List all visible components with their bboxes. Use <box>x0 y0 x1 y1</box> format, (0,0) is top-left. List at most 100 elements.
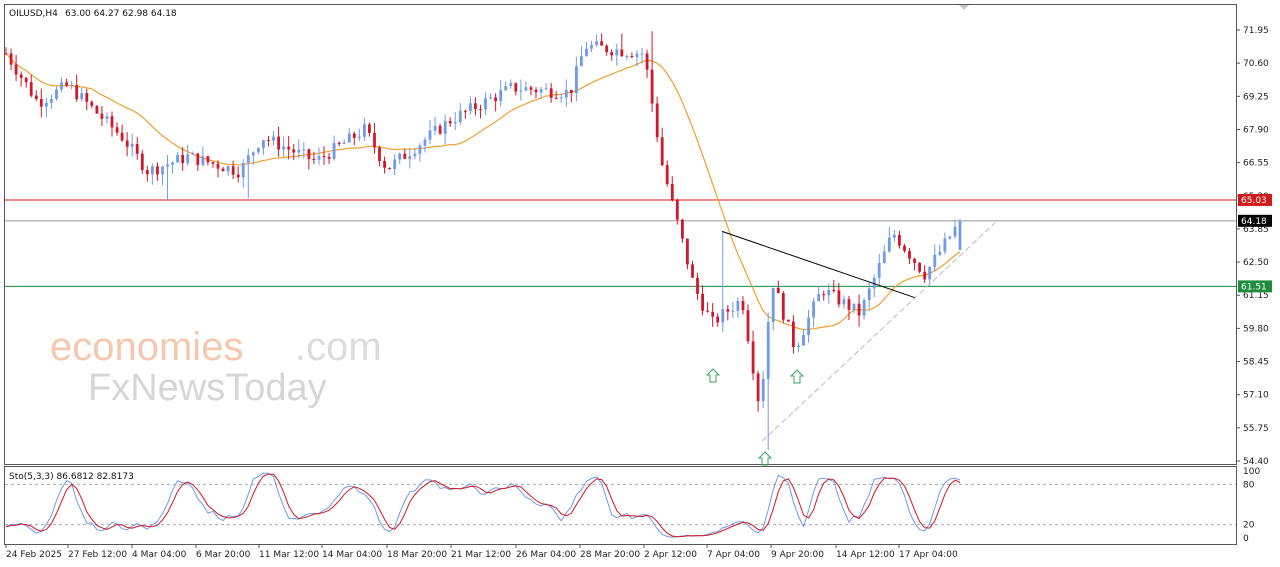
candle <box>736 297 740 318</box>
candle <box>267 135 270 147</box>
main-chart-frame[interactable] <box>4 4 1237 465</box>
candle <box>857 294 861 327</box>
candle <box>297 139 301 159</box>
candle <box>474 97 477 116</box>
candle-body <box>428 130 432 140</box>
candle <box>898 230 901 249</box>
candle <box>292 144 296 161</box>
candle-body <box>726 309 730 312</box>
candle-body <box>135 144 139 154</box>
candle <box>943 232 947 255</box>
candle <box>368 122 371 137</box>
candle-body <box>898 234 901 246</box>
candle-body <box>453 122 457 124</box>
price-tick-label: 66.55 <box>1243 159 1269 169</box>
candle <box>327 152 331 165</box>
candle-body <box>448 121 452 124</box>
candle-body <box>65 82 68 86</box>
candle <box>771 287 775 331</box>
candle <box>832 280 836 293</box>
candle-body <box>635 53 639 57</box>
candle-body <box>166 164 169 167</box>
candle-body <box>322 156 326 158</box>
candle-body <box>564 90 568 98</box>
candle-body <box>4 53 8 55</box>
candle-body <box>766 322 770 379</box>
candle <box>458 103 462 126</box>
candle-body <box>711 311 715 317</box>
candle <box>418 143 422 162</box>
candle <box>95 104 99 115</box>
candle-body <box>201 156 205 165</box>
candle-body <box>206 156 210 163</box>
stochastic-frame[interactable] <box>4 466 1237 545</box>
candle-body <box>660 137 664 166</box>
candle-body <box>514 83 518 92</box>
candle <box>615 43 619 66</box>
candle <box>625 54 629 60</box>
stochastic-signal-line <box>5 473 961 538</box>
candle <box>246 148 250 199</box>
candle-body <box>115 127 119 133</box>
price-tick-label: 69.25 <box>1243 92 1269 102</box>
swing-low-arrow-icon <box>705 368 721 383</box>
candle-body <box>282 146 285 150</box>
candle-body <box>630 56 634 58</box>
time-tick-label: 11 Mar 12:00 <box>259 550 319 560</box>
candle <box>206 155 210 166</box>
candle-body <box>383 161 386 168</box>
stochastic-tick-label: 80 <box>1243 480 1255 490</box>
candle <box>398 152 402 165</box>
candle-body <box>337 143 341 144</box>
candle <box>282 136 285 157</box>
price-tick-label: 57.10 <box>1243 391 1269 401</box>
candle-body <box>145 170 149 175</box>
candle <box>39 88 43 118</box>
candle-body <box>792 321 795 347</box>
candle-body <box>474 103 477 110</box>
candle <box>332 135 336 161</box>
candle-body <box>29 82 33 96</box>
time-tick-label: 2 Apr 12:00 <box>644 550 697 560</box>
chart-shift-marker[interactable] <box>959 5 969 10</box>
candle <box>751 330 755 381</box>
candle-body <box>161 166 164 175</box>
resistance-badge-text: 65.03 <box>1241 196 1267 206</box>
candle <box>226 165 230 176</box>
candle-body <box>812 301 815 318</box>
candle-body <box>55 89 58 99</box>
candle-body <box>257 148 260 153</box>
candle-body <box>529 87 533 90</box>
candle-body <box>670 184 674 200</box>
time-tick-label: 7 Apr 04:00 <box>707 550 760 560</box>
candle <box>145 165 149 182</box>
candle-body <box>600 41 603 46</box>
candle-body <box>156 166 159 175</box>
candle <box>55 86 58 101</box>
candle <box>181 147 185 171</box>
candle-body <box>60 82 63 90</box>
candle-body <box>837 290 841 305</box>
candle <box>75 74 79 102</box>
candle <box>105 112 109 124</box>
candle-body <box>50 99 53 103</box>
candle <box>115 122 119 136</box>
price-tick-label: 54.40 <box>1243 457 1269 467</box>
candle <box>660 127 664 167</box>
candle <box>822 290 826 301</box>
candle-body <box>847 299 851 310</box>
candle-body <box>736 301 740 311</box>
candle-body <box>877 263 881 278</box>
candle-body <box>802 334 805 346</box>
ohlc-readout: 63.00 64.27 62.98 64.18 <box>65 9 177 19</box>
candle-body <box>181 154 185 164</box>
candle-body <box>368 124 371 133</box>
time-tick-label: 6 Mar 20:00 <box>196 550 251 560</box>
candle <box>953 219 957 239</box>
candle <box>781 291 785 323</box>
time-tick-label: 21 Mar 12:00 <box>451 550 511 560</box>
candle-body <box>928 267 932 280</box>
candle <box>277 126 280 157</box>
candle <box>756 370 760 412</box>
